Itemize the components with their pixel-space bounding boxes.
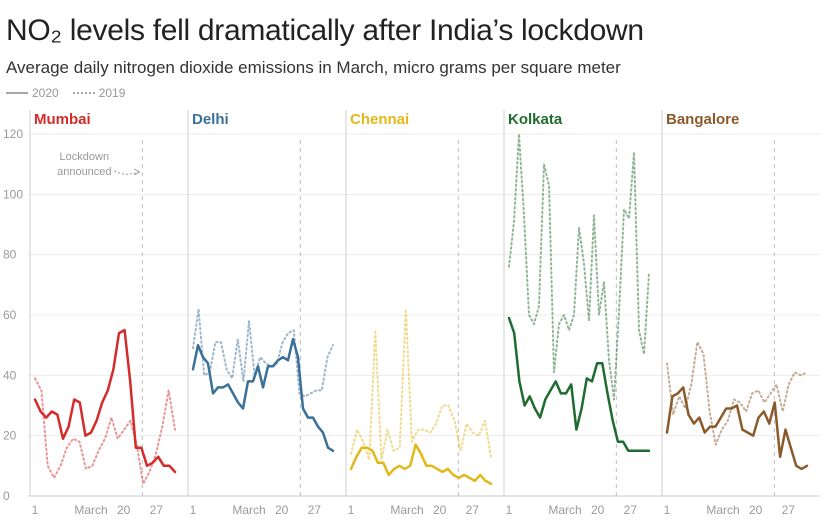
y-tick-label-40: 40 — [3, 368, 17, 382]
legend-item-2019: 2019 — [72, 86, 126, 100]
x-tick-label-chennai-march: March — [390, 503, 423, 517]
x-tick-label-mumbai-27: 27 — [150, 503, 164, 517]
series-line-delhi-2020 — [191, 337, 335, 453]
x-tick-label-kolkata-20: 20 — [591, 503, 605, 517]
chart-title: NO₂ levels fell dramatically after India… — [6, 14, 644, 47]
x-tick-label-delhi-march: March — [232, 503, 265, 517]
x-tick-label-mumbai-march: March — [74, 503, 107, 517]
x-tick-label-chennai-20: 20 — [433, 503, 447, 517]
legend-label-2019: 2019 — [98, 86, 126, 100]
panel-title-delhi: Delhi — [192, 111, 229, 128]
x-tick-label-kolkata-march: March — [548, 503, 581, 517]
x-tick-label-delhi-1: 1 — [190, 503, 197, 517]
x-tick-label-mumbai-20: 20 — [117, 503, 131, 517]
annotation-arrow — [114, 170, 139, 175]
y-tick-label-0: 0 — [3, 489, 10, 503]
annotation-line1: Lockdown — [60, 151, 110, 163]
series-line-chennai-2019 — [350, 308, 492, 461]
x-tick-label-bangalore-march: March — [706, 503, 739, 517]
x-tick-label-delhi-20: 20 — [275, 503, 289, 517]
panel-title-bangalore: Bangalore — [666, 111, 739, 128]
y-tick-label-80: 80 — [3, 248, 17, 262]
x-tick-label-chennai-27: 27 — [466, 503, 480, 517]
x-tick-label-mumbai-1: 1 — [32, 503, 39, 517]
panel-title-chennai: Chennai — [350, 111, 409, 128]
series-line-kolkata-2019 — [508, 133, 650, 401]
y-tick-label-120: 120 — [3, 127, 23, 141]
legend-item-2020: 2020 — [6, 86, 59, 100]
x-tick-label-delhi-27: 27 — [308, 503, 322, 517]
legend-dotted-line-icon — [72, 92, 95, 94]
x-tick-label-bangalore-27: 27 — [782, 503, 796, 517]
x-tick-label-chennai-1: 1 — [348, 503, 355, 517]
series-line-kolkata-2020 — [507, 316, 651, 453]
panel-title-kolkata: Kolkata — [508, 111, 563, 128]
y-tick-label-20: 20 — [3, 429, 17, 443]
series-line-delhi-2019 — [192, 308, 334, 398]
panel-title-mumbai: Mumbai — [34, 111, 91, 128]
x-tick-label-kolkata-27: 27 — [624, 503, 638, 517]
series-line-bangalore-2020 — [665, 386, 809, 471]
legend-label-2020: 2020 — [32, 86, 59, 100]
x-tick-label-kolkata-1: 1 — [506, 503, 513, 517]
x-tick-label-bangalore-20: 20 — [749, 503, 763, 517]
series-line-bangalore-2019 — [666, 341, 808, 446]
legend-solid-line-icon — [6, 92, 28, 94]
x-tick-label-bangalore-1: 1 — [664, 503, 671, 517]
y-tick-label-60: 60 — [3, 308, 17, 322]
y-tick-label-100: 100 — [3, 187, 23, 201]
series-line-mumbai-2019 — [34, 377, 176, 485]
chart-legend: 2020 2019 — [6, 85, 139, 101]
annotation-line2: announced — [57, 166, 111, 178]
chart-subtitle: Average daily nitrogen dioxide emissions… — [6, 58, 621, 77]
series-line-chennai-2020 — [349, 443, 493, 486]
series-line-mumbai-2020 — [33, 328, 177, 474]
annotation-arrowhead — [134, 168, 141, 176]
